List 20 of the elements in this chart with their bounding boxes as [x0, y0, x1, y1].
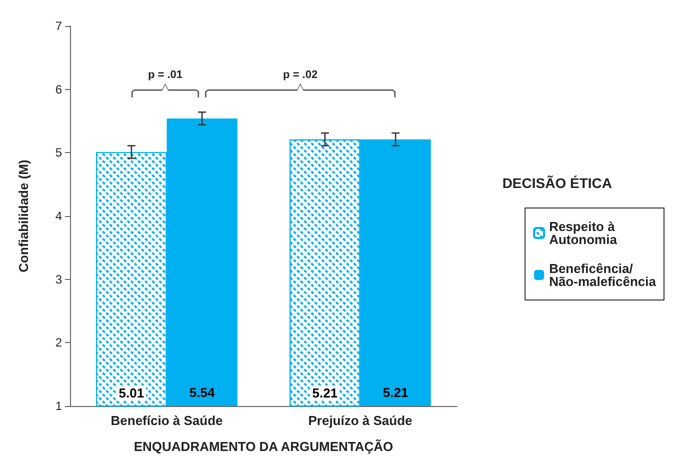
- y-tick-label: 5: [55, 146, 62, 160]
- legend-label: Respeito à Autonomia: [549, 219, 618, 247]
- x-axis-title: ENQUADRAMENTO DA ARGUMENTAÇÃO: [134, 439, 394, 454]
- data-label: 5.01: [118, 386, 144, 400]
- y-tick-label: 4: [55, 209, 62, 223]
- y-tick-label: 1: [55, 399, 62, 413]
- y-tick-label: 6: [55, 82, 62, 96]
- data-label: 5.54: [189, 385, 216, 400]
- y-tick-label: 2: [55, 336, 62, 350]
- y-tick-label: 7: [55, 19, 62, 33]
- legend-label: Beneficência/Não-maleficência: [549, 261, 657, 289]
- y-axis-title: Confiabilidade (M): [16, 160, 31, 272]
- y-tick-label: 3: [55, 272, 62, 286]
- data-label: 5.21: [312, 386, 338, 400]
- data-label: 5.21: [382, 385, 408, 400]
- annotation: p = .01: [148, 68, 183, 81]
- annotation: p = .02: [283, 68, 318, 81]
- x-tick-label: Prejuízo à Saúde: [308, 413, 412, 428]
- legend-title: DECISÃO ÉTICA: [502, 175, 612, 191]
- x-tick-label: Benefício à Saúde: [110, 413, 223, 428]
